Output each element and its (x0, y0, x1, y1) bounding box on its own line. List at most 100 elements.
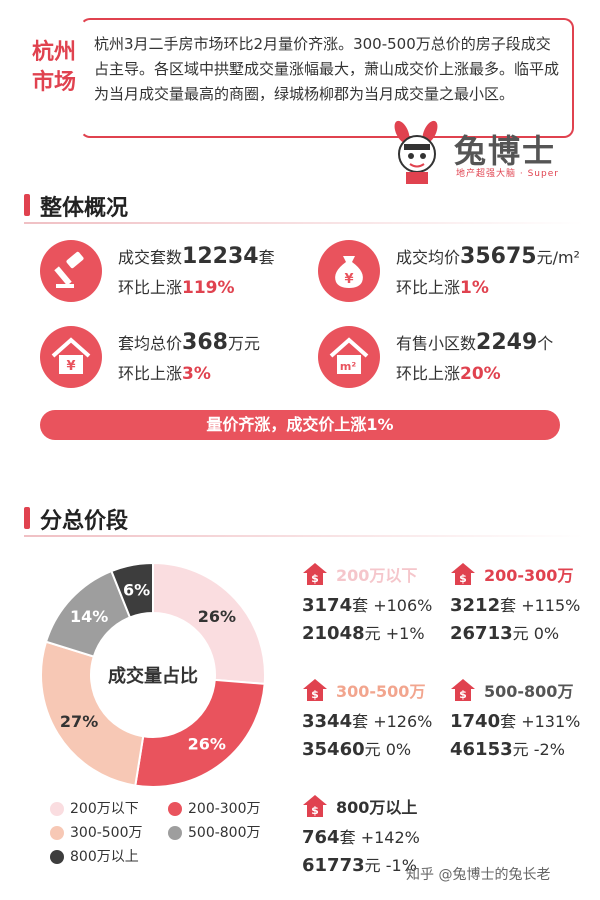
band-price-change: +1% (385, 624, 425, 643)
donut-slice (40, 640, 145, 787)
intro-text: 杭州3月二手房市场环比2月量价齐涨。300-500万总价的房子段成交占主导。各区… (94, 35, 560, 103)
band-units: 3212 (450, 595, 501, 616)
band-units-change: +106% (373, 596, 433, 615)
stat-change-label: 环比上涨 (118, 364, 183, 383)
stat-label: 套均总价 (118, 334, 183, 353)
brand-tagline: 地产超强大脑 · Super (456, 169, 559, 179)
band-under-200: $ 200万以下 3174套 +106% 21048元 +1% (302, 562, 452, 658)
gavel-icon (40, 240, 102, 302)
money-bag-icon: ¥ (318, 240, 380, 302)
legend-label: 500-800万 (188, 825, 261, 841)
section-marker (24, 507, 30, 529)
donut-slice-label: 26% (198, 607, 236, 626)
band-price-suffix: 元 (364, 624, 381, 643)
svg-text:$: $ (459, 572, 467, 585)
share-donut-chart: 26% 26% 27% 14% 6% 成交量占比 (40, 561, 266, 788)
band-price: 35460 (302, 739, 365, 760)
stat-label: 成交均价 (396, 248, 461, 267)
stat-average-price: ¥ 成交均价35675元/m² 环比上涨1% (318, 240, 588, 310)
legend-swatch (50, 802, 64, 816)
band-units-change: +126% (373, 712, 433, 731)
donut-slice-label: 26% (188, 734, 226, 753)
legend-swatch (50, 826, 64, 840)
section-title: 整体概况 (40, 196, 129, 221)
legend-label: 800万以上 (70, 849, 139, 865)
band-units-change: +115% (521, 596, 581, 615)
band-over-800: $ 800万以上 764套 +142% 61773元 -1% (302, 794, 452, 890)
house-dollar-icon: $ (303, 563, 327, 585)
stat-change-label: 环比上涨 (396, 364, 461, 383)
stat-change-label: 环比上涨 (118, 278, 183, 297)
svg-text:¥: ¥ (344, 272, 353, 287)
band-price: 61773 (302, 855, 365, 876)
intro-section: 杭州市场 杭州3月二手房市场环比2月量价齐涨。300-500万总价的房子段成交占… (28, 18, 574, 138)
watermark-text: 知乎 @兔博士的兔长老 (406, 867, 551, 883)
stat-label: 有售小区数 (396, 334, 477, 353)
band-name: 200-300万 (484, 566, 574, 585)
house-dollar-icon: $ (303, 795, 327, 817)
svg-text:$: $ (311, 572, 319, 585)
stat-average-total: ¥ 套均总价368万元 环比上涨3% (40, 326, 310, 396)
band-units-suffix: 套 (352, 596, 369, 615)
stat-change: 3% (182, 364, 211, 384)
stat-unit: 个 (537, 334, 554, 353)
donut-slice (152, 561, 266, 685)
svg-text:$: $ (311, 804, 319, 817)
donut-slice-label: 6% (123, 581, 150, 600)
stat-value: 35675 (460, 244, 537, 269)
donut-center-label: 成交量占比 (108, 665, 198, 687)
band-name: 500-800万 (484, 682, 574, 701)
svg-text:m²: m² (340, 360, 356, 373)
brand-name: 兔博士 (454, 132, 557, 170)
legend-label: 300-500万 (70, 825, 143, 841)
stat-value: 12234 (182, 244, 259, 269)
band-units: 1740 (450, 711, 501, 732)
band-units: 3344 (302, 711, 353, 732)
section-overview-header: 整体概况 (24, 190, 584, 224)
band-price-change: -2% (533, 740, 565, 759)
summary-banner: 量价齐涨，成交价上涨1% (40, 410, 560, 440)
legend-swatch (168, 802, 182, 816)
band-name: 800万以上 (336, 798, 418, 817)
band-price-suffix: 元 (512, 624, 529, 643)
section-price-bands-header: 分总价段 (24, 503, 584, 537)
band-units-suffix: 套 (500, 712, 517, 731)
donut-slice-label: 27% (60, 712, 98, 731)
band-units-change: +142% (360, 828, 420, 847)
band-price-suffix: 元 (364, 740, 381, 759)
band-price: 21048 (302, 623, 365, 644)
stat-transactions: 成交套数12234套 环比上涨119% (40, 240, 310, 310)
band-units: 3174 (302, 595, 353, 616)
band-price: 26713 (450, 623, 513, 644)
stat-change: 1% (460, 278, 489, 298)
house-yuan-icon: ¥ (40, 326, 102, 388)
stat-unit: 套 (258, 248, 275, 267)
legend-label: 200-300万 (188, 801, 261, 817)
donut-legend: 200万以下 200-300万 300-500万 500-800万 800万以上 (50, 798, 290, 868)
stat-change-label: 环比上涨 (396, 278, 461, 297)
band-price-change: -1% (385, 856, 417, 875)
svg-text:¥: ¥ (66, 359, 75, 374)
stat-change: 20% (460, 364, 501, 384)
legend-swatch (50, 850, 64, 864)
stat-listed-communities: m² 有售小区数2249个 环比上涨20% (318, 326, 588, 396)
section-divider (24, 222, 584, 224)
stat-unit: 万元 (227, 334, 260, 353)
band-500-800: $ 500-800万 1740套 +131% 46153元 -2% (450, 678, 600, 774)
legend-label: 200万以下 (70, 801, 139, 817)
band-name: 200万以下 (336, 566, 418, 585)
stat-unit: 元/m² (536, 248, 580, 267)
section-title: 分总价段 (40, 509, 129, 534)
brand-logo: 兔博士 地产超强大脑 · Super (384, 120, 584, 184)
stat-change: 119% (182, 278, 235, 298)
intro-city: 杭州市场 (31, 40, 76, 95)
band-name: 300-500万 (336, 682, 426, 701)
house-area-icon: m² (318, 326, 380, 388)
house-dollar-icon: $ (451, 679, 475, 701)
house-dollar-icon: $ (303, 679, 327, 701)
section-marker (24, 194, 30, 216)
band-units: 764 (302, 827, 340, 848)
band-units-change: +131% (521, 712, 581, 731)
band-price-suffix: 元 (512, 740, 529, 759)
stat-label: 成交套数 (118, 248, 183, 267)
